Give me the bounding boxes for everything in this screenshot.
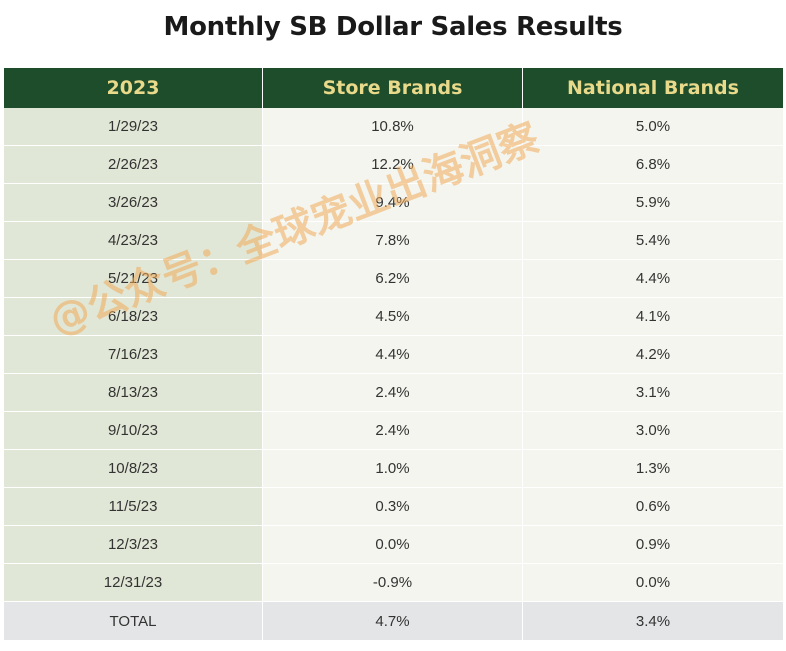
national-brands-cell: 5.4% — [523, 222, 783, 260]
table-footer: TOTAL 4.7% 3.4% — [4, 602, 783, 640]
store-brands-cell: 7.8% — [263, 222, 523, 260]
header-row: 2023 Store Brands National Brands — [4, 68, 783, 108]
national-brands-cell: 3.1% — [523, 374, 783, 412]
national-brands-cell: 4.1% — [523, 298, 783, 336]
national-brands-cell: 1.3% — [523, 450, 783, 488]
total-store-brands: 4.7% — [263, 602, 523, 640]
table-row: 6/18/23 4.5% 4.1% — [4, 298, 783, 336]
national-brands-cell: 0.9% — [523, 526, 783, 564]
table-row: 8/13/23 2.4% 3.1% — [4, 374, 783, 412]
national-brands-cell: 3.0% — [523, 412, 783, 450]
store-brands-cell: 4.5% — [263, 298, 523, 336]
column-header-year: 2023 — [4, 68, 263, 108]
national-brands-cell: 0.6% — [523, 488, 783, 526]
sales-results-table: 2023 Store Brands National Brands 1/29/2… — [4, 68, 783, 640]
national-brands-cell: 4.4% — [523, 260, 783, 298]
date-cell: 1/29/23 — [4, 108, 263, 146]
date-cell: 5/21/23 — [4, 260, 263, 298]
store-brands-cell: -0.9% — [263, 564, 523, 602]
store-brands-cell: 2.4% — [263, 374, 523, 412]
national-brands-cell: 0.0% — [523, 564, 783, 602]
table-row: 9/10/23 2.4% 3.0% — [4, 412, 783, 450]
store-brands-cell: 1.0% — [263, 450, 523, 488]
page-title: Monthly SB Dollar Sales Results — [163, 12, 623, 42]
table-body: 1/29/23 10.8% 5.0% 2/26/23 12.2% 6.8% 3/26/23 9… — [4, 108, 783, 602]
total-label: TOTAL — [4, 602, 263, 640]
date-cell: 3/26/23 — [4, 184, 263, 222]
date-cell: 10/8/23 — [4, 450, 263, 488]
national-brands-cell: 6.8% — [523, 146, 783, 184]
table-row: 1/29/23 10.8% 5.0% — [4, 108, 783, 146]
date-cell: 11/5/23 — [4, 488, 263, 526]
store-brands-cell: 2.4% — [263, 412, 523, 450]
date-cell: 7/16/23 — [4, 336, 263, 374]
date-cell: 4/23/23 — [4, 222, 263, 260]
date-cell: 12/31/23 — [4, 564, 263, 602]
store-brands-cell: 6.2% — [263, 260, 523, 298]
table-row: 12/3/23 0.0% 0.9% — [4, 526, 783, 564]
table-row: 11/5/23 0.3% 0.6% — [4, 488, 783, 526]
column-header-store-brands: Store Brands — [263, 68, 523, 108]
table-row: 10/8/23 1.0% 1.3% — [4, 450, 783, 488]
national-brands-cell: 5.0% — [523, 108, 783, 146]
national-brands-cell: 4.2% — [523, 336, 783, 374]
store-brands-cell: 0.0% — [263, 526, 523, 564]
table-row: 3/26/23 9.4% 5.9% — [4, 184, 783, 222]
store-brands-cell: 12.2% — [263, 146, 523, 184]
date-cell: 12/3/23 — [4, 526, 263, 564]
total-national-brands: 3.4% — [523, 602, 783, 640]
table-header: 2023 Store Brands National Brands — [4, 68, 783, 108]
table-row: 12/31/23 -0.9% 0.0% — [4, 564, 783, 602]
store-brands-cell: 0.3% — [263, 488, 523, 526]
table-row: 7/16/23 4.4% 4.2% — [4, 336, 783, 374]
date-cell: 8/13/23 — [4, 374, 263, 412]
date-cell: 9/10/23 — [4, 412, 263, 450]
national-brands-cell: 5.9% — [523, 184, 783, 222]
store-brands-cell: 9.4% — [263, 184, 523, 222]
table-row: 2/26/23 12.2% 6.8% — [4, 146, 783, 184]
date-cell: 6/18/23 — [4, 298, 263, 336]
date-cell: 2/26/23 — [4, 146, 263, 184]
table-row: 4/23/23 7.8% 5.4% — [4, 222, 783, 260]
table-row: 5/21/23 6.2% 4.4% — [4, 260, 783, 298]
store-brands-cell: 10.8% — [263, 108, 523, 146]
column-header-national-brands: National Brands — [523, 68, 783, 108]
total-row: TOTAL 4.7% 3.4% — [4, 602, 783, 640]
store-brands-cell: 4.4% — [263, 336, 523, 374]
